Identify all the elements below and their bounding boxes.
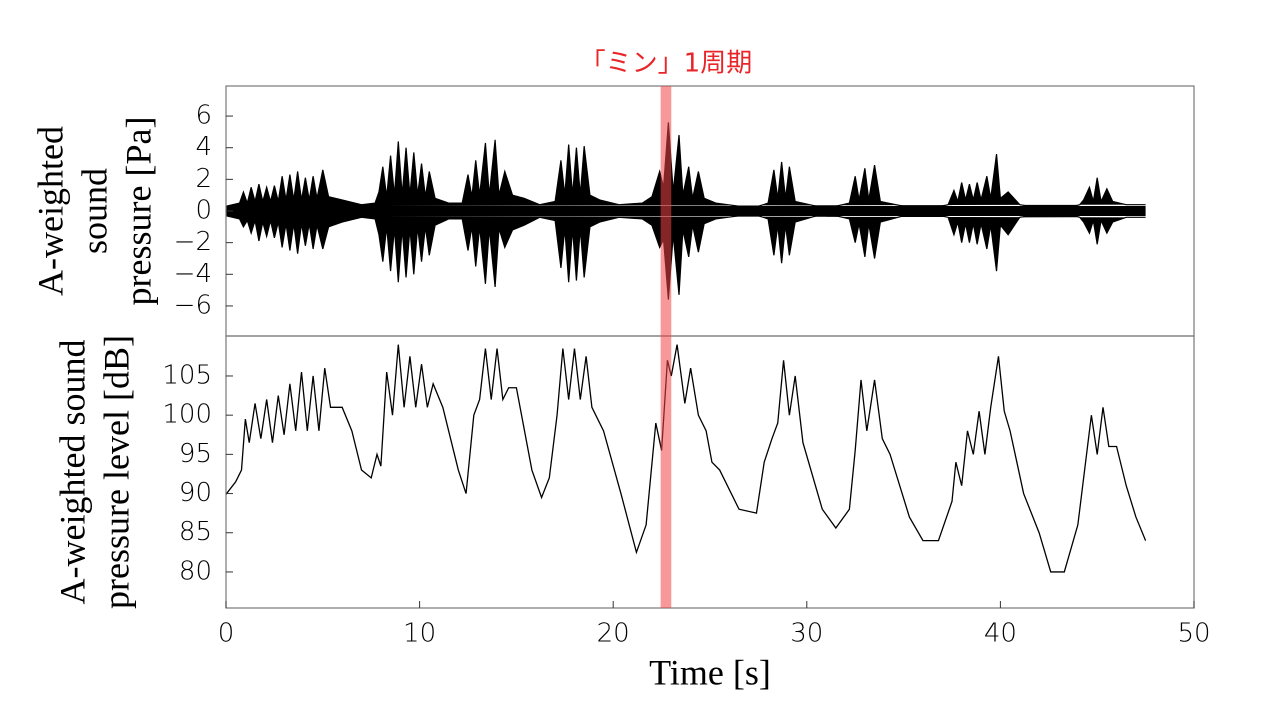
x-tick-label: 20: [597, 619, 630, 649]
x-axis-label: Time [s]: [649, 652, 771, 692]
y-tick-label: 6: [195, 101, 212, 131]
plot-area: [226, 122, 1146, 300]
axes-frame: [225, 335, 1195, 609]
y-tick-label: 85: [179, 517, 212, 547]
y-axis-label: sound: [74, 168, 114, 254]
y-tick-label: 80: [179, 556, 212, 586]
y-tick-label: 105: [162, 360, 212, 390]
y-tick-label: 100: [162, 400, 212, 430]
x-tick-label: 50: [1177, 619, 1210, 649]
spl-line: [226, 344, 1147, 573]
plot-area: [226, 344, 1147, 573]
waveform: [226, 122, 1146, 209]
y-axis-label: pressure level [dB]: [96, 335, 136, 609]
y-tick-label: 0: [195, 196, 212, 226]
waveform: [226, 213, 1146, 300]
highlight-layer: [660, 86, 672, 608]
y-tick-label: 2: [195, 164, 212, 194]
x-tick-label: 10: [403, 619, 436, 649]
x-tick-label: 0: [218, 619, 235, 649]
annotation: 「ミン」1周期: [580, 49, 753, 79]
y-axis-label: A-weighted sound: [52, 340, 92, 605]
x-tick-label: 40: [984, 619, 1017, 649]
y-tick-label: 4: [195, 132, 212, 162]
x-tick-label: 30: [790, 619, 823, 649]
y-tick-label: −4: [174, 259, 212, 289]
y-axis-label: pressure [Pa]: [118, 117, 158, 306]
y-tick-label: 95: [179, 439, 212, 469]
y-tick-label: −2: [174, 227, 212, 257]
highlight-band: [660, 86, 672, 608]
y-tick-label: −6: [174, 290, 212, 320]
y-tick-label: 90: [179, 478, 212, 508]
y-axis-label: A-weighted: [30, 126, 70, 296]
